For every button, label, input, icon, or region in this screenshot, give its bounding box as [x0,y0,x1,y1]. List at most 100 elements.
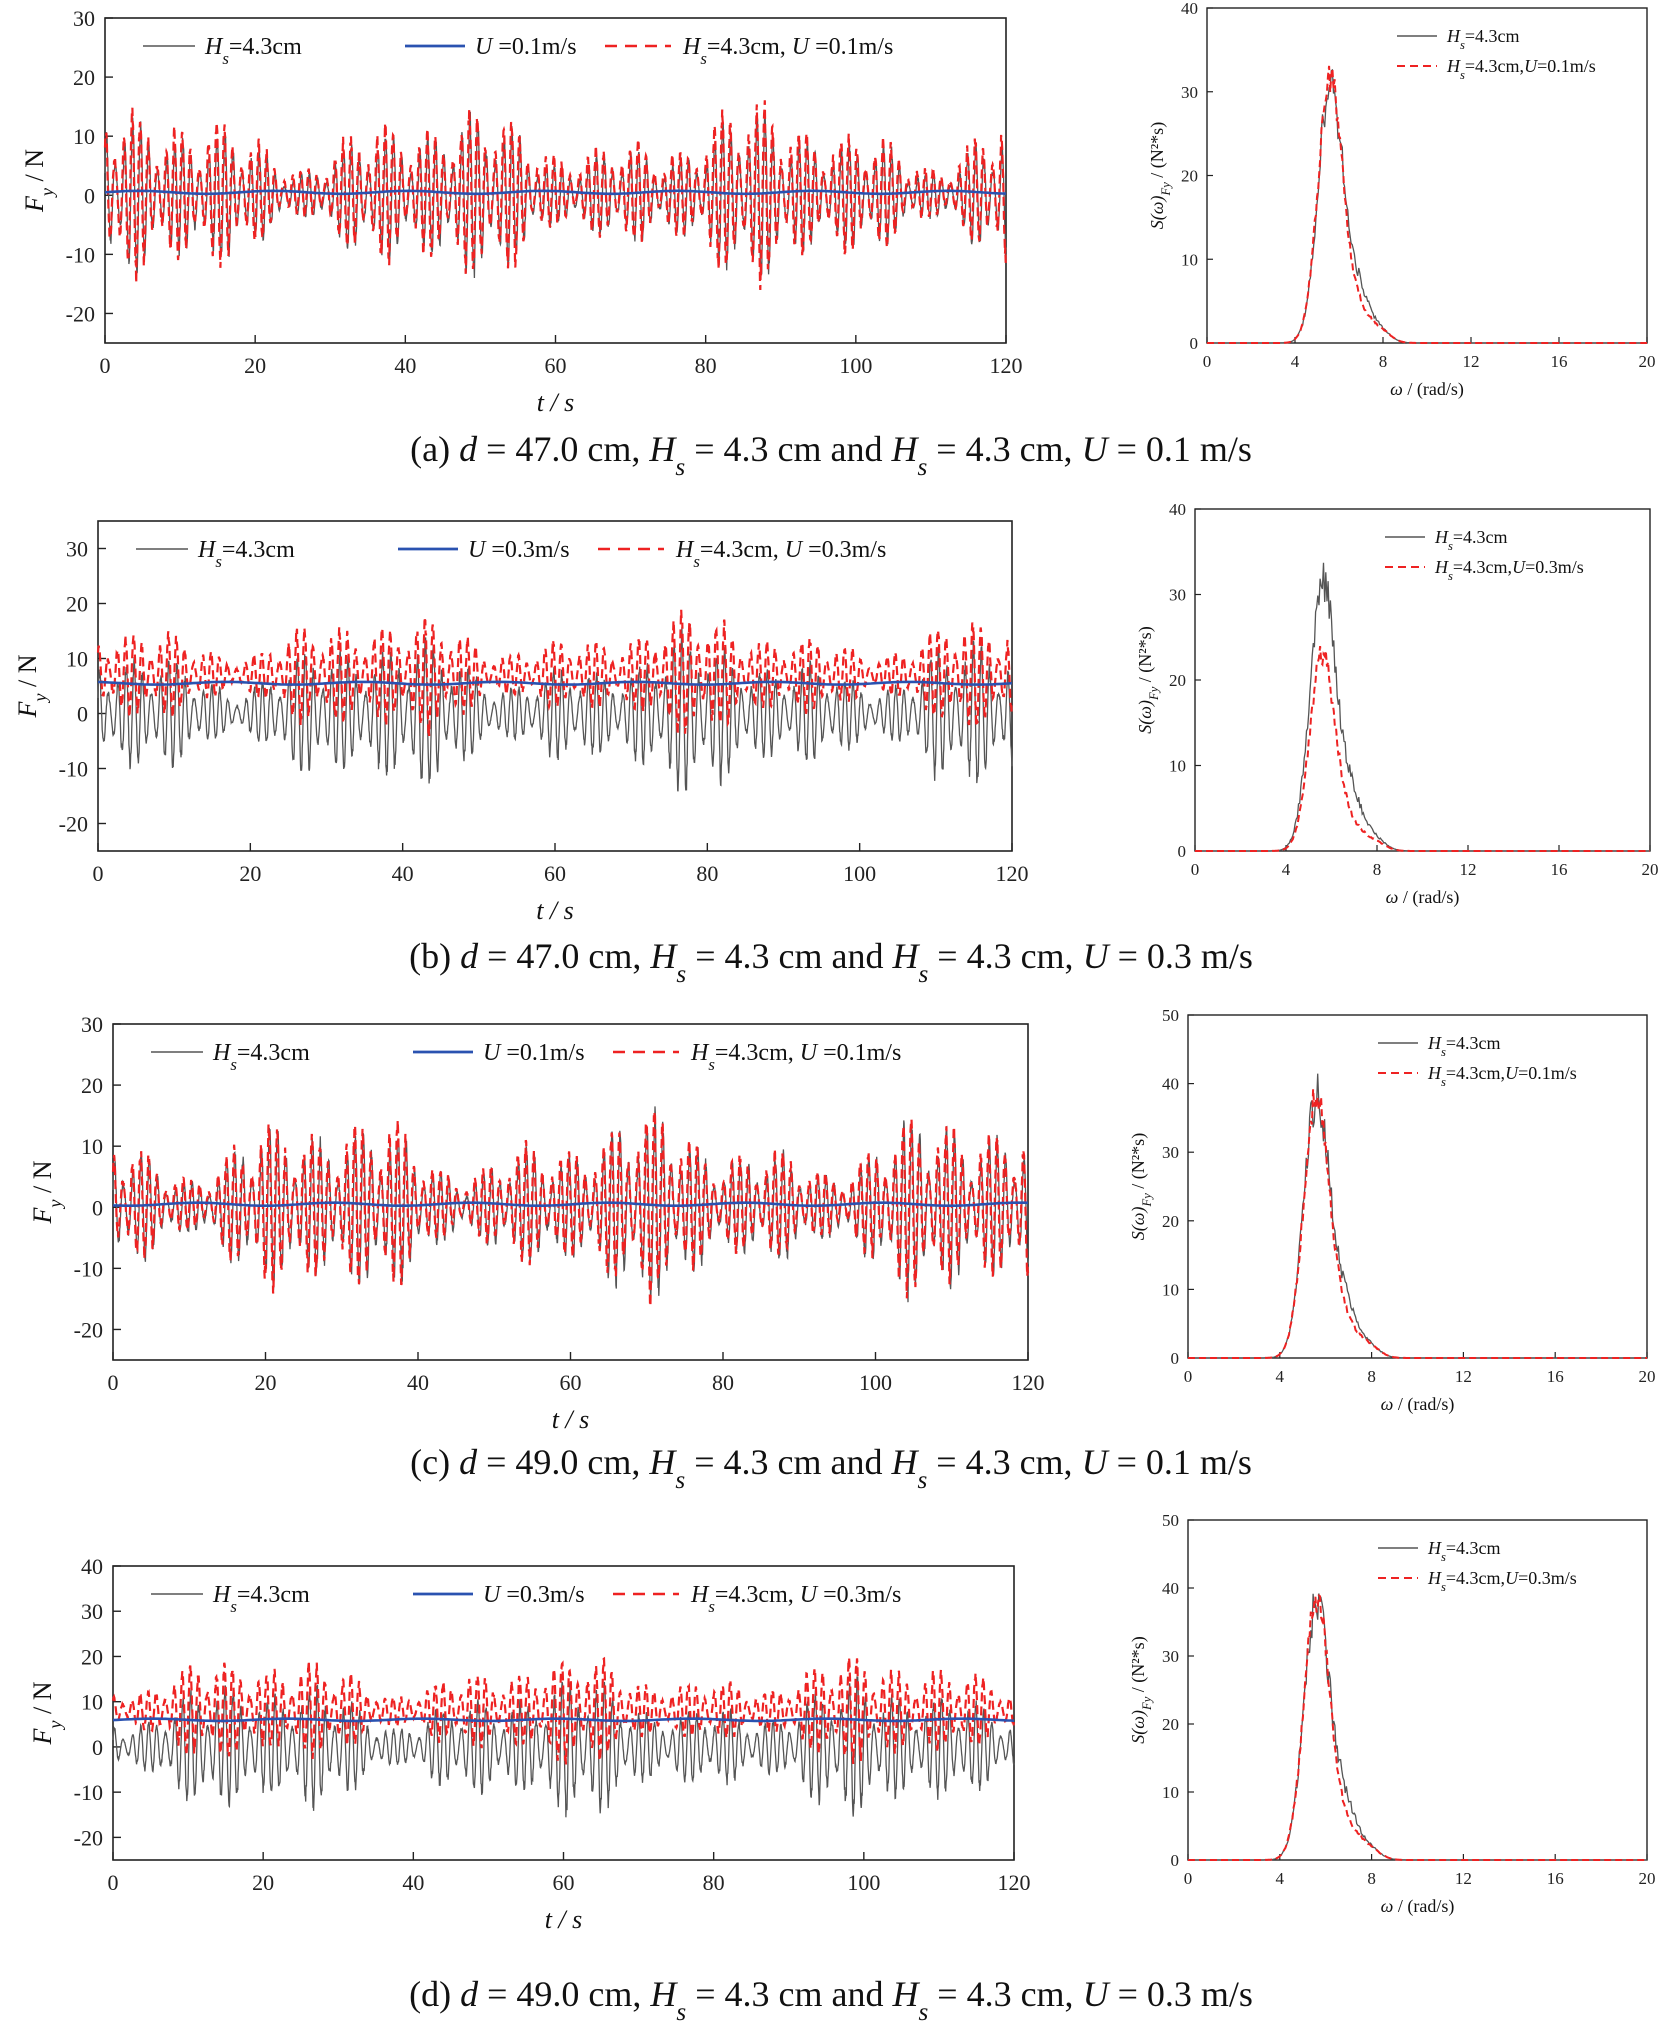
spectrum-chart-b: 0 4 8 12 16 20 0 10 20 30 40 ω / (rad/s) S(ω)Fy / (N… [1135,500,1659,908]
spectrum-wave-line [1195,562,1650,852]
legend: Hs=4.3cm Hs=4.3cm,U=0.1m/s [1378,1033,1577,1089]
y-tick-label: 40 [1181,0,1198,18]
y-axis-label: Fy / N [28,1160,65,1224]
series-combined-line [111,1656,1016,1765]
y-tick-label: 30 [66,537,88,562]
y-tick-label: -20 [59,812,88,837]
x-tick-label: 60 [545,353,567,378]
y-tick-label: 40 [81,1554,103,1579]
y-tick-label: 30 [1181,83,1198,102]
series-combined-line [103,100,1008,291]
series-current-line [104,189,1007,196]
x-tick-label: 0 [1203,352,1212,371]
x-tick-label: 120 [996,861,1029,886]
captions-layer: (a) d = 47.0 cm, Hs = 4.3 cm and Hs = 4.… [409,429,1253,2022]
y-tick-label: 20 [81,1644,103,1669]
caption-c: (c) d = 49.0 cm, Hs = 4.3 cm and Hs = 4.… [410,1442,1252,1494]
x-axis-label: ω / (rad/s) [1386,887,1460,908]
x-tick-label: 16 [1547,1869,1564,1888]
x-tick-label: 16 [1551,352,1568,371]
y-axis-label: Fy / N [20,149,57,213]
y-axis-label: S(ω)Fy / (N²*s) [1135,626,1161,733]
series-wave-line [112,1676,1015,1818]
x-tick-label: 12 [1460,860,1477,879]
y-tick-label: -20 [66,301,95,326]
y-tick-label: 10 [81,1134,103,1159]
y-tick-label: 30 [81,1012,103,1037]
time-chart-d: 0 20 40 60 80 100 120 -20 -10 0 10 20 30 40 t / s Fy / … [28,1554,1031,1934]
y-tick-label: 20 [1162,1715,1179,1734]
x-axis-label: ω / (rad/s) [1390,379,1464,400]
x-tick-label: 12 [1455,1869,1472,1888]
y-tick-label: 20 [1181,167,1198,186]
spectrum-combined-line [1188,1089,1647,1359]
x-tick-label: 12 [1463,352,1480,371]
x-axis-label: t / s [536,896,574,925]
x-axis-label: t / s [545,1905,583,1934]
x-tick-label: 20 [1639,1367,1656,1386]
legend: Hs=4.3cm Hs=4.3cm,U=0.3m/s [1385,527,1584,583]
y-tick-label: 0 [1171,1349,1180,1368]
y-axis-label: Fy / N [13,654,50,718]
y-tick-label: 0 [92,1735,103,1760]
y-tick-label: 10 [1181,250,1198,269]
y-axis-label: S(ω)Fy / (N²*s) [1147,122,1173,229]
y-axis-label: S(ω)Fy / (N²*s) [1128,1133,1154,1240]
x-tick-label: 20 [244,353,266,378]
y-tick-label: 10 [73,124,95,149]
y-tick-label: -20 [74,1317,103,1342]
spectrum-combined-line [1207,65,1647,344]
x-tick-label: 0 [1191,860,1200,879]
x-tick-label: 60 [544,861,566,886]
y-axis-label: S(ω)Fy / (N²*s) [1128,1636,1154,1743]
plot-frame [1187,1014,1648,1359]
y-tick-label: 40 [1162,1075,1179,1094]
y-tick-label: 0 [77,702,88,727]
y-tick-label: 0 [1178,842,1187,861]
y-tick-label: 10 [1169,757,1186,776]
x-tick-label: 4 [1282,860,1291,879]
time-chart-c: 0 20 40 60 80 100 120 -20 -10 0 10 20 30 t / s Fy / N H… [28,1012,1045,1434]
x-tick-label: 80 [696,861,718,886]
legend-wave-label: Hs=4.3cm [197,537,295,571]
time-chart-a: 0 20 40 60 80 100 120 -20 -10 0 10 20 30 t / s Fy / N H… [20,6,1023,417]
legend: Hs=4.3cm U =0.3m/s Hs=4.3cm, U =0.3m/s [136,537,886,571]
legend-wave-label: Hs=4.3cm [1446,26,1520,52]
y-tick-label: 30 [81,1599,103,1624]
x-axis-label: ω / (rad/s) [1381,1394,1455,1415]
x-tick-label: 80 [703,1870,725,1895]
time-chart-b: 0 20 40 60 80 100 120 -20 -10 0 10 20 30 t / s Fy / N H… [13,520,1029,925]
x-tick-label: 80 [712,1370,734,1395]
y-tick-label: 50 [1162,1006,1179,1025]
y-tick-label: -10 [74,1780,103,1805]
spectrum-wave-line [1188,1593,1647,1861]
spectrum-wave-line [1207,68,1647,344]
y-tick-label: -10 [74,1256,103,1281]
x-tick-label: 20 [239,861,261,886]
x-tick-label: 16 [1547,1367,1564,1386]
legend-wave-label: Hs=4.3cm [1427,1033,1501,1059]
plot-frame [1187,1519,1648,1861]
y-tick-label: -20 [74,1825,103,1850]
x-tick-label: 40 [407,1370,429,1395]
legend: Hs=4.3cm Hs=4.3cm,U=0.1m/s [1397,26,1596,82]
x-axis-label: t / s [552,1405,590,1434]
legend-wave-label: Hs=4.3cm [1434,527,1508,553]
x-tick-label: 20 [1639,1869,1656,1888]
y-tick-label: 20 [1169,671,1186,690]
x-tick-label: 60 [560,1370,582,1395]
spectrum-chart-c: 0 4 8 12 16 20 0 10 20 30 40 50 ω / (rad/s) S(ω)Fy / … [1128,1006,1656,1415]
x-tick-label: 20 [252,1870,274,1895]
series-combined-line [96,609,1014,737]
y-axis-label: Fy / N [28,1681,65,1745]
y-tick-label: 30 [1162,1647,1179,1666]
x-tick-label: 20 [1642,860,1659,879]
x-tick-label: 120 [1012,1370,1045,1395]
x-tick-label: 4 [1291,352,1300,371]
y-tick-label: 40 [1162,1579,1179,1598]
y-tick-label: 30 [1162,1143,1179,1162]
x-tick-label: 100 [843,861,876,886]
x-tick-label: 16 [1551,860,1568,879]
legend-combined-label: Hs=4.3cm,U=0.3m/s [1434,557,1584,583]
